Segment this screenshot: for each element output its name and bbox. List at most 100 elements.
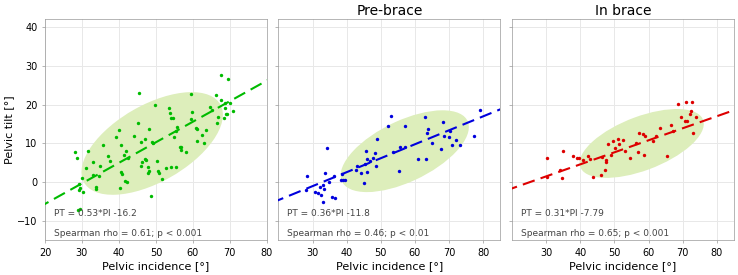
Point [329,196,341,201]
Ellipse shape [579,109,704,178]
Ellipse shape [341,110,469,192]
Point [541,175,553,179]
Point [667,129,679,133]
X-axis label: Pelvic incidence [°]: Pelvic incidence [°] [103,261,210,271]
Text: PT = 0.31*PI -7.79: PT = 0.31*PI -7.79 [521,209,604,218]
Point [204,105,216,109]
Point [318,187,330,191]
Point [665,122,677,127]
Point [393,169,404,173]
Point [449,138,461,143]
Point [212,115,224,119]
Point [557,149,569,153]
Point [361,170,373,174]
Point [314,185,325,189]
Point [355,171,367,175]
Ellipse shape [81,92,223,195]
Point [74,186,86,191]
Point [80,166,92,170]
Point [185,92,197,97]
Point [73,188,85,192]
Point [168,135,180,139]
Point [319,171,331,175]
Point [121,180,133,184]
Point [686,100,698,104]
Text: PT = 0.53*PI -16.2: PT = 0.53*PI -16.2 [54,209,137,218]
Point [661,153,673,158]
Point [142,165,154,169]
Point [180,150,192,154]
Title: In brace: In brace [595,4,651,18]
Point [186,110,198,114]
Point [165,116,176,120]
Point [650,134,662,138]
Point [399,144,411,149]
Point [142,169,154,174]
Point [369,151,381,156]
Point [135,139,147,144]
Point [624,156,636,160]
Point [680,119,692,123]
Point [156,177,168,182]
Point [475,108,486,112]
Point [175,148,187,152]
Point [571,156,583,160]
Point [165,164,177,169]
Point [146,140,158,144]
Point [300,188,312,192]
Point [128,134,140,138]
Point [97,143,108,147]
Point [596,155,608,160]
Point [102,154,114,158]
Point [120,179,131,183]
Point [82,148,94,153]
Point [607,139,619,144]
Point [135,163,147,168]
Point [685,109,697,114]
Point [687,130,699,135]
Point [312,191,324,195]
Point [421,156,432,161]
Point [370,137,382,141]
Point [584,157,596,162]
X-axis label: Pelvic incidence [°]: Pelvic incidence [°] [336,261,443,271]
Point [639,134,651,138]
Point [556,175,568,180]
Point [601,158,613,162]
Point [144,127,156,131]
Point [71,155,83,160]
Point [152,168,164,173]
Point [387,150,399,154]
Point [94,164,106,169]
Point [600,160,612,164]
Point [139,137,151,142]
Point [435,147,446,151]
Point [309,190,321,194]
Point [74,182,86,186]
Point [190,139,202,143]
X-axis label: Pelvic incidence [°]: Pelvic incidence [°] [569,261,677,271]
Point [418,115,430,119]
Point [602,142,614,146]
Point [132,121,144,125]
Point [134,90,145,95]
Point [115,142,127,147]
Point [170,165,182,169]
Point [619,149,631,153]
Point [638,152,650,157]
Point [72,208,83,212]
Point [75,207,86,211]
Point [573,156,584,161]
Point [647,139,659,143]
Point [364,159,376,164]
Point [136,160,148,165]
Point [567,153,579,158]
Point [599,167,611,172]
Point [224,100,236,105]
Point [595,172,607,177]
Text: Spearman rho = 0.46; p < 0.01: Spearman rho = 0.46; p < 0.01 [287,229,430,238]
Point [315,193,327,198]
Point [323,180,335,185]
Point [176,145,187,149]
Point [337,178,349,183]
